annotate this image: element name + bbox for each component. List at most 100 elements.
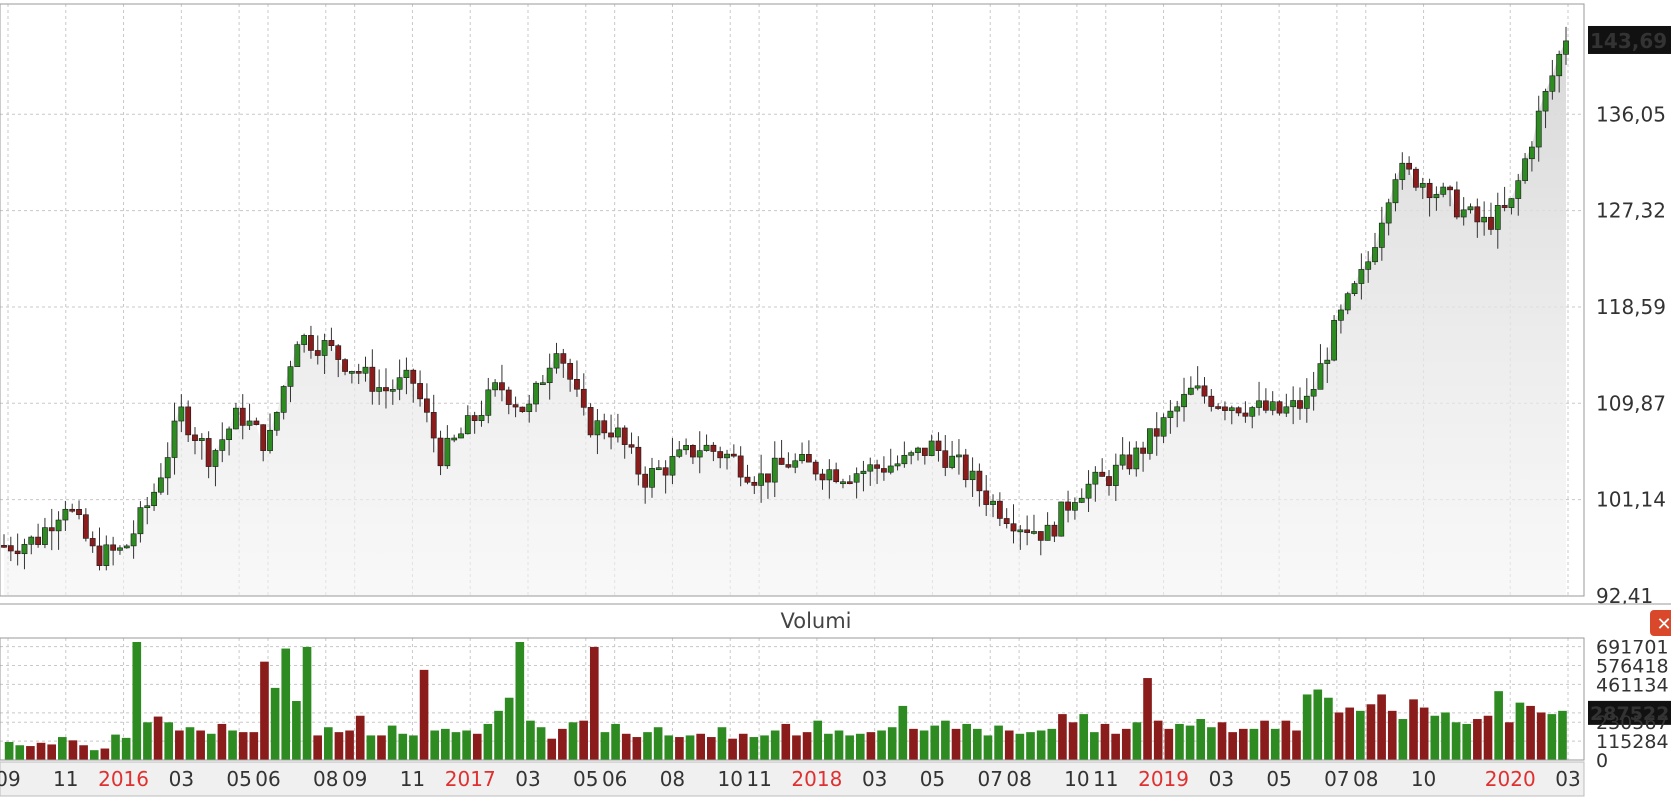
candle-body [553, 353, 560, 369]
candle-body [451, 437, 458, 441]
candle-body [14, 550, 21, 555]
candle-body [1044, 524, 1051, 541]
x-tick-label: 05 [920, 767, 945, 791]
candle-body [894, 463, 901, 467]
x-tick-label: 08 [1006, 767, 1031, 791]
volume-bar [313, 735, 322, 760]
candle-body [949, 455, 956, 468]
candle-body [560, 353, 567, 364]
volume-bar [728, 738, 737, 760]
volume-bar [1249, 728, 1259, 760]
volume-bar [1121, 728, 1131, 760]
close-volume-button[interactable]: ✕ [1650, 610, 1671, 636]
candle-body [1419, 182, 1426, 188]
candle-body [996, 500, 1003, 519]
volume-bar [323, 727, 333, 760]
candle-body [130, 533, 137, 547]
candle-body [423, 398, 430, 413]
volume-bar [930, 725, 940, 760]
candle-body [703, 444, 710, 451]
candle-body [1010, 523, 1017, 532]
volume-bar [409, 735, 418, 760]
candle-body [1017, 529, 1024, 533]
candle-body [983, 490, 990, 505]
volume-bar [600, 732, 610, 760]
volume-bar [1090, 732, 1099, 760]
volume-bar [1196, 719, 1206, 760]
candle-body [1147, 428, 1153, 454]
candle-body [1324, 359, 1331, 364]
volume-bar [1143, 678, 1152, 760]
candle-body [505, 389, 512, 405]
x-tick-label: 08 [313, 767, 338, 791]
candle-body [1003, 518, 1010, 525]
candle-body [1208, 395, 1215, 407]
volume-bar [206, 733, 216, 760]
volume-bar [983, 735, 993, 760]
volume-bar [866, 732, 876, 760]
candle-body [642, 473, 649, 488]
volume-bar [175, 730, 184, 760]
candle-body [1351, 283, 1358, 294]
volume-bar [334, 732, 344, 760]
candle-body [369, 366, 376, 392]
volume-bar [1036, 730, 1046, 760]
candle-body [1071, 502, 1078, 511]
candle-body [928, 440, 935, 456]
candle-body [1140, 447, 1147, 454]
candle-body [389, 389, 396, 392]
volume-bar [1504, 722, 1514, 760]
candle-body [1167, 410, 1174, 418]
candle-body [376, 387, 383, 392]
candle-body [915, 447, 921, 453]
volume-bar [1238, 728, 1248, 760]
candle-body [198, 438, 205, 441]
candle-body [1290, 400, 1297, 408]
volume-bar [217, 723, 227, 760]
candle-body [89, 538, 96, 547]
candle-body [751, 481, 758, 486]
candle-body [1508, 198, 1515, 208]
candle-body [1481, 216, 1488, 223]
volume-bar [696, 733, 706, 760]
candle-body [117, 547, 123, 551]
candle-body [785, 464, 792, 468]
last-price-label: 143,69 [1590, 29, 1667, 53]
volume-bar [228, 730, 237, 760]
volume-bar [441, 728, 450, 760]
candle-body [1065, 501, 1071, 511]
candle-body [874, 464, 880, 469]
candle-body [28, 536, 35, 545]
candle-body [833, 469, 840, 483]
volume-bar [1334, 712, 1344, 760]
price-frame [0, 3, 1585, 597]
candle-body [1222, 406, 1228, 411]
candle-body [533, 382, 539, 405]
candle-body [990, 500, 996, 505]
candle-body [601, 420, 608, 434]
volume-bar [547, 738, 557, 760]
volume-bar [1217, 722, 1227, 760]
x-tick-label: 10 [1411, 767, 1436, 791]
candle-body [962, 454, 969, 481]
candle-body [444, 437, 451, 467]
volume-bar [1398, 719, 1408, 760]
candle-body [321, 340, 328, 356]
candle-body [362, 366, 369, 374]
volume-bar [196, 730, 205, 760]
candle-body [164, 457, 171, 479]
candle-body [123, 545, 130, 549]
candle-body [471, 415, 478, 421]
candle-body [1372, 247, 1378, 263]
volume-bar [494, 710, 503, 760]
price-panel[interactable]: 143,69136,05127,32118,59109,87101,1492,4… [0, 3, 1671, 608]
candle-body [1215, 406, 1222, 409]
candle-body [669, 456, 676, 476]
volume-bar [483, 723, 493, 760]
x-tick-label: 11 [1093, 767, 1118, 791]
x-tick-label: 2016 [98, 767, 149, 791]
volume-bar [1132, 722, 1142, 760]
candle-body [1133, 447, 1140, 470]
candle-body [1051, 524, 1058, 537]
